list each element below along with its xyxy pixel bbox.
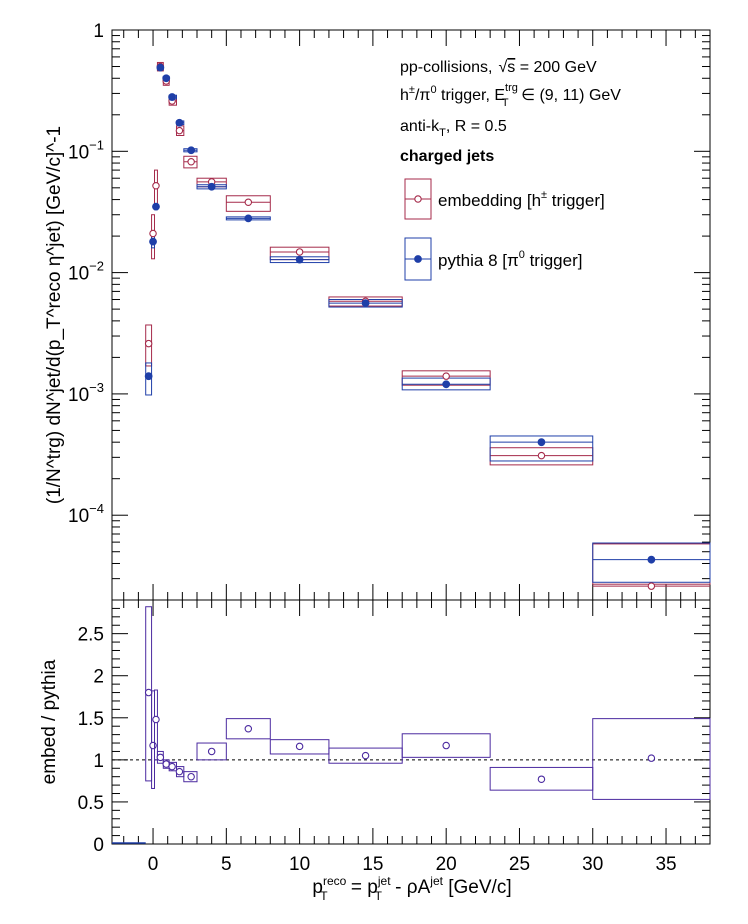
embedding-point [152, 182, 160, 190]
embedding-sys-box [225, 195, 271, 212]
annotation-algorithm: anti-kT, R = 0.5 [400, 118, 507, 139]
legend-entry-embedding: embedding [h± trigger] [404, 178, 605, 220]
embedding-point [295, 248, 304, 256]
pythia-point [152, 202, 160, 211]
x-tick-label: 5 [221, 854, 232, 875]
pythia-point [647, 555, 656, 564]
top-axis-ticks: 1 10−1 10−2 10−3 10−4 [68, 21, 710, 601]
top-plot-frame [111, 29, 711, 601]
top-y-tick-label: 10−2 [68, 259, 104, 285]
bottom-y-tick-label: 0.5 [78, 793, 104, 814]
pythia-sys-box [145, 362, 153, 396]
bottom-y-tick-label: 1 [93, 751, 104, 772]
bottom-y-tick-label: 0 [93, 835, 104, 856]
pythia-point [187, 146, 196, 155]
ratio-point [156, 753, 165, 762]
ratio-point [187, 772, 195, 781]
ratio-point [144, 688, 153, 697]
pythia-sys-box [592, 542, 711, 583]
legend-embedding-label: embedding [h± trigger] [438, 189, 605, 210]
legend: embedding [h± trigger] pythia 8 [π0 trig… [404, 178, 605, 281]
embedding-point [144, 339, 153, 348]
embedding-point [537, 451, 546, 460]
x-axis-label: preco T = pjet T - ρAjet [GeV/c] [312, 874, 511, 903]
embedding-sys-box [592, 543, 711, 585]
top-y-tick-label: 1 [93, 21, 104, 42]
embedding-point [244, 198, 253, 207]
x-tick-label: 0 [148, 854, 159, 875]
x-tick-label: 10 [289, 854, 310, 875]
ratio-point [537, 775, 546, 783]
bottom-y-tick-label: 2 [93, 667, 104, 688]
top-y-tick-label: 10−3 [68, 380, 104, 406]
legend-entry-pythia: pythia 8 [π0 trigger] [404, 237, 582, 281]
ratio-point [152, 715, 160, 724]
pythia-point [144, 372, 153, 381]
ratio-sys-box [401, 733, 491, 758]
top-data-marks [144, 61, 711, 590]
bottom-y-tick-label: 2.5 [78, 625, 104, 646]
legend-pythia-marker [414, 255, 422, 263]
annotation-block: pp-collisions, √s = 200 GeV h±/π0 trigger… [400, 59, 621, 165]
ratio-sys-box [183, 771, 198, 783]
embedding-point [187, 158, 195, 166]
pythia-point [207, 182, 216, 191]
pythia-point [295, 255, 304, 264]
top-y-tick-label: 10−4 [68, 501, 104, 527]
pythia-point [175, 118, 184, 127]
annotation-charged-jets: charged jets [400, 148, 494, 165]
pythia-point [162, 74, 171, 83]
embedding-point [647, 582, 656, 590]
embedding-point [175, 126, 184, 135]
top-y-axis-label: (1/N^trg) dN^jet/d(p_T^reco η^jet) [GeV/… [44, 126, 65, 504]
x-tick-label: 35 [655, 854, 676, 875]
pythia-point [168, 93, 176, 101]
ratio-point [168, 762, 176, 771]
pythia-point [442, 380, 451, 389]
x-tick-label: 25 [509, 854, 530, 875]
annotation-collision-energy: pp-collisions, √s = 200 GeV [400, 59, 597, 76]
x-tick-label: 30 [582, 854, 603, 875]
bottom-plot-frame [111, 599, 711, 845]
pythia-sys-box [489, 435, 594, 462]
ratio-point [361, 751, 370, 760]
embedding-point [442, 372, 450, 380]
ratio-point [244, 724, 253, 733]
ratio-sys-box [269, 739, 330, 755]
ratio-point [647, 754, 656, 762]
bottom-y-tick-label: 1.5 [78, 709, 104, 730]
legend-embedding-marker [414, 195, 422, 203]
ratio-sys-box [592, 718, 711, 800]
pythia-point [156, 63, 165, 72]
ratio-sys-box [196, 742, 227, 761]
legend-pythia-label: pythia 8 [π0 trigger] [438, 249, 582, 270]
ratio-point [295, 742, 304, 751]
bottom-y-axis-label: embed / pythia [39, 659, 60, 784]
x-tick-label: 20 [436, 854, 457, 875]
ratio-point [442, 741, 450, 750]
ratio-sys-box [154, 689, 158, 761]
x-tick-label: 15 [362, 854, 383, 875]
pythia-point [244, 214, 253, 223]
bottom-axis-ticks: 0 0.5 1 1.5 2 2.5 0 5 10 15 20 25 30 35 [78, 600, 710, 875]
pythia-point [149, 237, 157, 246]
pythia-point [537, 438, 546, 447]
bottom-data-marks [144, 606, 711, 800]
ratio-point [175, 767, 184, 776]
pythia-point [361, 299, 370, 308]
ratio-point [149, 741, 157, 750]
ratio-sys-box [225, 718, 271, 740]
ratio-point [207, 747, 216, 756]
embedding-point [149, 229, 157, 238]
annotation-trigger: h±/π0 trigger, Etrg T ∈ (9, 11) GeV [400, 82, 621, 109]
top-y-tick-label: 10−1 [68, 137, 104, 163]
